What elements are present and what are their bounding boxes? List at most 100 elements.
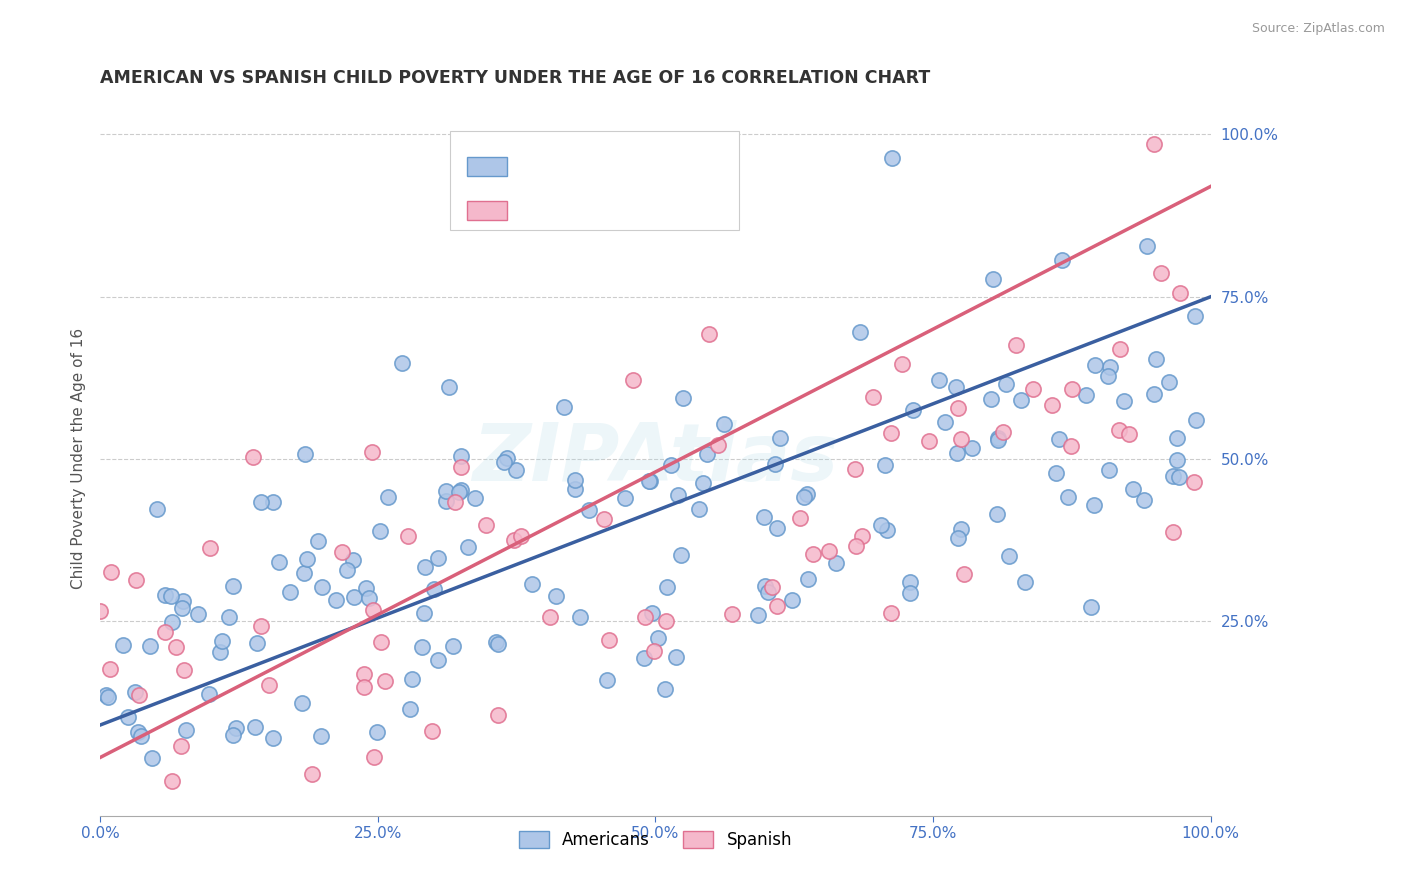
- Point: [713, 417, 735, 431]
- Point: [769, 432, 792, 446]
- Point: [412, 607, 434, 621]
- Point: [946, 531, 969, 545]
- Point: [766, 521, 789, 535]
- Point: [360, 445, 382, 459]
- Point: [643, 644, 665, 658]
- Point: [129, 729, 152, 743]
- Point: [657, 580, 679, 594]
- Point: [242, 450, 264, 465]
- Point: [198, 541, 221, 556]
- Point: [162, 774, 184, 789]
- Point: [793, 491, 815, 505]
- Point: [510, 529, 533, 543]
- Point: [342, 553, 364, 567]
- Point: [492, 455, 515, 469]
- Point: [374, 674, 396, 689]
- Point: [291, 696, 314, 710]
- Text: N =: N =: [613, 203, 647, 218]
- Point: [666, 488, 689, 502]
- Point: [801, 547, 824, 561]
- Point: [262, 495, 284, 509]
- Point: [141, 751, 163, 765]
- Point: [354, 582, 377, 596]
- Point: [413, 560, 436, 574]
- Point: [564, 482, 586, 496]
- Point: [544, 590, 567, 604]
- Point: [278, 584, 301, 599]
- Point: [520, 577, 543, 591]
- Point: [928, 373, 950, 387]
- Point: [162, 615, 184, 629]
- Point: [669, 549, 692, 563]
- Point: [174, 723, 197, 737]
- Point: [875, 458, 897, 472]
- Point: [1144, 352, 1167, 367]
- Point: [449, 484, 471, 499]
- Point: [851, 529, 873, 543]
- Point: [1168, 469, 1191, 483]
- Point: [222, 579, 245, 593]
- Point: [1109, 342, 1132, 356]
- Point: [945, 445, 967, 459]
- Point: [170, 739, 193, 753]
- Point: [211, 634, 233, 648]
- Point: [243, 720, 266, 734]
- Point: [505, 463, 527, 477]
- Point: [336, 563, 359, 577]
- Point: [825, 556, 848, 570]
- Point: [330, 545, 353, 559]
- Point: [862, 390, 884, 404]
- Point: [1161, 468, 1184, 483]
- Point: [485, 635, 508, 649]
- Point: [370, 634, 392, 648]
- Point: [97, 690, 120, 704]
- Point: [159, 589, 181, 603]
- Point: [987, 431, 1010, 445]
- Point: [225, 722, 247, 736]
- Point: [1060, 382, 1083, 396]
- Point: [1166, 431, 1188, 445]
- Text: AMERICAN VS SPANISH CHILD POVERTY UNDER THE AGE OF 16 CORRELATION CHART: AMERICAN VS SPANISH CHILD POVERTY UNDER …: [100, 69, 931, 87]
- Point: [637, 475, 659, 489]
- Point: [578, 502, 600, 516]
- Point: [439, 379, 461, 393]
- Legend: Americans, Spanish: Americans, Spanish: [510, 822, 800, 857]
- Point: [707, 438, 730, 452]
- Point: [292, 566, 315, 581]
- Point: [311, 580, 333, 594]
- Point: [434, 483, 457, 498]
- Point: [396, 529, 419, 543]
- Point: [595, 673, 617, 688]
- Point: [127, 725, 149, 739]
- Point: [598, 632, 620, 647]
- Point: [357, 591, 380, 605]
- Point: [1014, 574, 1036, 589]
- Point: [444, 495, 467, 509]
- Point: [208, 645, 231, 659]
- Point: [655, 614, 678, 628]
- Point: [1080, 599, 1102, 614]
- Point: [450, 459, 472, 474]
- Point: [782, 592, 804, 607]
- Point: [960, 441, 983, 455]
- Point: [900, 586, 922, 600]
- Point: [246, 635, 269, 649]
- Point: [165, 640, 187, 654]
- Point: [89, 604, 111, 618]
- Text: R =: R =: [517, 159, 551, 174]
- Point: [96, 688, 118, 702]
- Point: [391, 356, 413, 370]
- Point: [880, 426, 903, 441]
- Point: [1004, 337, 1026, 351]
- Point: [257, 678, 280, 692]
- Point: [641, 606, 664, 620]
- Point: [1150, 267, 1173, 281]
- Point: [880, 607, 903, 621]
- Point: [844, 462, 866, 476]
- Point: [1122, 482, 1144, 496]
- Point: [1050, 252, 1073, 267]
- Point: [697, 327, 720, 342]
- Point: [721, 607, 744, 621]
- Point: [294, 447, 316, 461]
- Point: [761, 580, 783, 594]
